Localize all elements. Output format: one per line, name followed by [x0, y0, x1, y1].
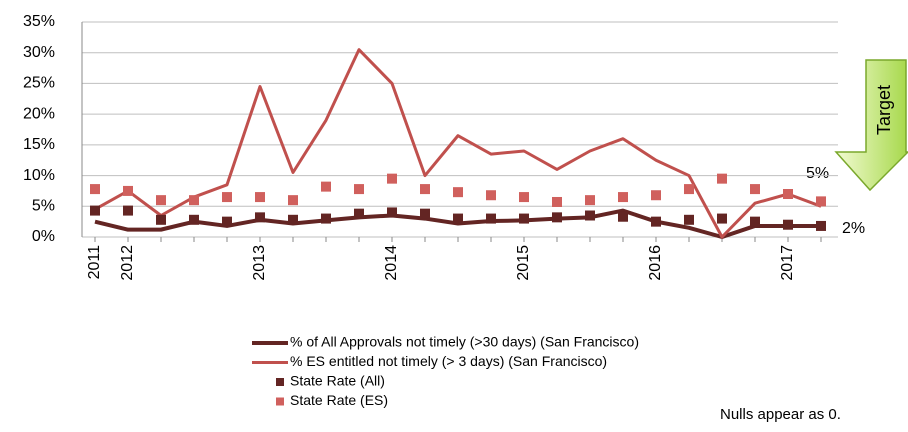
legend-label: State Rate (All): [290, 373, 385, 389]
x-tick-label: 2012: [119, 245, 136, 281]
marker: [519, 192, 529, 203]
marker: [453, 213, 463, 224]
legend-label: % ES entitled not timely (> 3 days) (San…: [290, 353, 607, 369]
marker: [816, 196, 826, 207]
marker: [585, 195, 595, 206]
marker: [255, 212, 265, 223]
marker: [222, 216, 232, 227]
y-tick-label: 15%: [23, 136, 55, 153]
marker: [453, 187, 463, 198]
marker: [387, 207, 397, 218]
legend-swatch: [276, 397, 284, 406]
marker: [486, 213, 496, 224]
target-es-label: 5%: [806, 165, 829, 182]
legend-label: % of All Approvals not timely (>30 days)…: [290, 334, 639, 350]
marker: [156, 195, 166, 206]
y-tick-label: 0%: [32, 228, 55, 245]
marker: [684, 214, 694, 225]
marker: [552, 212, 562, 223]
marker: [519, 213, 529, 224]
x-tick-label: 2014: [383, 245, 400, 281]
target-all-label: 2%: [842, 220, 865, 237]
marker: [618, 192, 628, 203]
marker: [189, 195, 199, 206]
marker: [288, 214, 298, 225]
y-tick-label: 35%: [23, 13, 55, 30]
marker: [783, 189, 793, 199]
x-tick-label: 2017: [779, 245, 796, 281]
x-tick-label: 2011: [86, 245, 103, 280]
marker: [354, 208, 364, 219]
marker: [486, 190, 496, 201]
marker: [750, 216, 760, 227]
marker: [123, 205, 133, 216]
y-tick-label: 20%: [23, 105, 55, 122]
marker: [288, 195, 298, 206]
marker: [354, 184, 364, 195]
marker: [717, 173, 727, 184]
series-line: [94, 48, 822, 239]
marker: [222, 192, 232, 203]
marker: [651, 190, 661, 201]
marker: [420, 184, 430, 195]
marker: [189, 214, 199, 225]
marker: [255, 192, 265, 203]
marker: [816, 220, 826, 231]
y-tick-label: 10%: [23, 167, 55, 184]
marker: [684, 184, 694, 195]
target-arrow: [834, 59, 908, 192]
marker: [123, 185, 133, 196]
marker: [321, 213, 331, 224]
marker: [552, 196, 562, 207]
marker: [717, 213, 727, 224]
marker: [651, 216, 661, 227]
marker: [783, 219, 793, 230]
marker: [90, 205, 100, 216]
marker: [156, 214, 166, 225]
legend-label: State Rate (ES): [290, 392, 388, 408]
x-tick-label: 2013: [251, 245, 268, 281]
marker: [750, 184, 760, 195]
marker: [387, 173, 397, 184]
marker: [321, 181, 331, 192]
note: Nulls appear as 0.: [720, 406, 841, 423]
target-label: Target: [874, 85, 894, 135]
y-tick-label: 25%: [23, 75, 55, 92]
marker: [585, 210, 595, 221]
marker: [618, 211, 628, 222]
legend-swatch: [276, 378, 284, 386]
marker: [90, 184, 100, 195]
y-tick-label: 5%: [32, 198, 55, 215]
x-tick-label: 2015: [515, 245, 532, 281]
y-tick-label: 30%: [23, 44, 55, 61]
x-tick-label: 2016: [647, 245, 664, 281]
marker: [420, 208, 430, 219]
